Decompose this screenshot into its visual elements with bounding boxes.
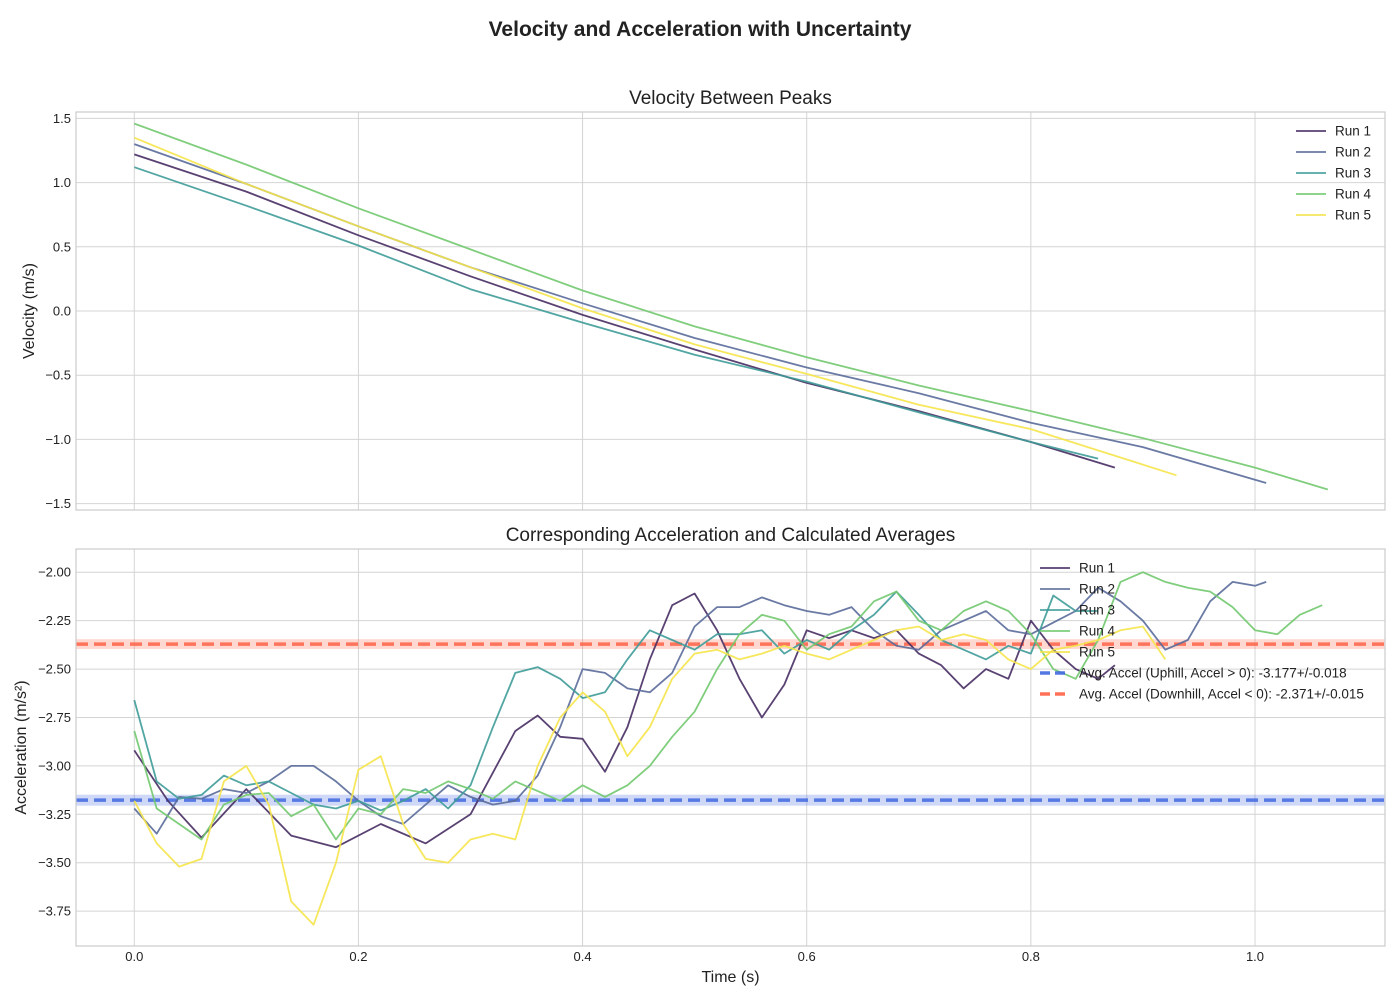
chart1-ytick-label: 0.0	[53, 304, 71, 319]
figure-title: Velocity and Acceleration with Uncertain…	[489, 18, 912, 41]
chart2-series-5-line	[133, 625, 1167, 926]
chart2-legend-label: Run 3	[1079, 603, 1115, 618]
chart2-xtick-label: 0.4	[574, 949, 592, 964]
chart1-legend-label: Run 1	[1335, 124, 1371, 139]
chart1-ytick-label: −1.5	[45, 496, 71, 511]
chart2-ytick-label: −3.50	[38, 855, 71, 870]
chart2-ytick-label: −2.00	[38, 565, 71, 580]
chart1-ytick-label: 1.0	[53, 175, 71, 190]
chart2-xtick-label: 0.8	[1022, 949, 1040, 964]
chart2-series-3-line	[133, 590, 1099, 812]
chart1-series-3-line	[134, 166, 1099, 460]
chart2-series-4-line	[133, 571, 1323, 841]
chart1-title: Velocity Between Peaks	[629, 88, 832, 109]
chart2-series-2-line	[133, 581, 1267, 835]
chart2-xtick-label: 0.0	[125, 949, 143, 964]
chart2-ytick-label: −3.75	[38, 904, 71, 919]
chart2-xtick-label: 0.6	[798, 949, 816, 964]
chart2-title: Corresponding Acceleration and Calculate…	[506, 525, 956, 546]
chart2-ytick-label: −2.50	[38, 662, 71, 677]
chart1-legend-label: Run 3	[1335, 166, 1371, 181]
chart2-xtick-label: 0.2	[349, 949, 367, 964]
chart1-group: −1.5 −1.0 −0.5 0.0 0.5 1.0 1.5 Velocity Between…	[21, 88, 1386, 511]
chart2-ylabel: Acceleration (m/s²)	[13, 680, 30, 814]
chart1-series-4-line	[133, 122, 1329, 491]
chart1-legend-label: Run 5	[1335, 208, 1371, 223]
chart1-ylabel: Velocity (m/s)	[21, 263, 38, 359]
chart2-xlabel: Time (s)	[701, 969, 759, 986]
chart1-ytick-label: −1.0	[45, 432, 71, 447]
chart1-ytick-label: 1.5	[53, 111, 71, 126]
chart2-ytick-label: −2.75	[38, 710, 71, 725]
chart1-series-group	[133, 122, 1329, 491]
chart2-series-1-line	[133, 592, 1116, 849]
chart2-legend-label: Avg. Accel (Downhill, Accel < 0): -2.371…	[1079, 687, 1364, 702]
chart2-frame	[75, 548, 1386, 947]
chart1-legend-label: Run 2	[1335, 145, 1371, 160]
chart2-legend-label: Run 4	[1079, 624, 1116, 639]
chart1-legend-label: Run 4	[1335, 187, 1372, 202]
chart2-plot-bg	[76, 549, 1385, 946]
chart2-ytick-label: −3.00	[38, 758, 71, 773]
chart2-legend-label: Run 2	[1079, 582, 1115, 597]
chart2-legend-label: Run 1	[1079, 561, 1115, 576]
chart2-legend-label: Avg. Accel (Uphill, Accel > 0): -3.177+/…	[1079, 666, 1347, 681]
chart2-ytick-label: −3.25	[38, 807, 71, 822]
chart1-ytick-label: 0.5	[53, 239, 71, 254]
chart1-frame	[75, 111, 1386, 511]
chart2-ytick-label: −2.25	[38, 613, 71, 628]
chart2-group: 0.0 0.2 0.4 0.6 0.8 1.0 −3.75 −3.50 −3.25 −3.00 −2…	[13, 525, 1386, 986]
chart2-xtick-label: 1.0	[1246, 949, 1264, 964]
chart1-series-5-line	[133, 136, 1177, 477]
chart2-series-group	[133, 571, 1323, 926]
chart2-legend-label: Run 5	[1079, 645, 1115, 660]
chart1-ytick-label: −0.5	[45, 368, 71, 383]
